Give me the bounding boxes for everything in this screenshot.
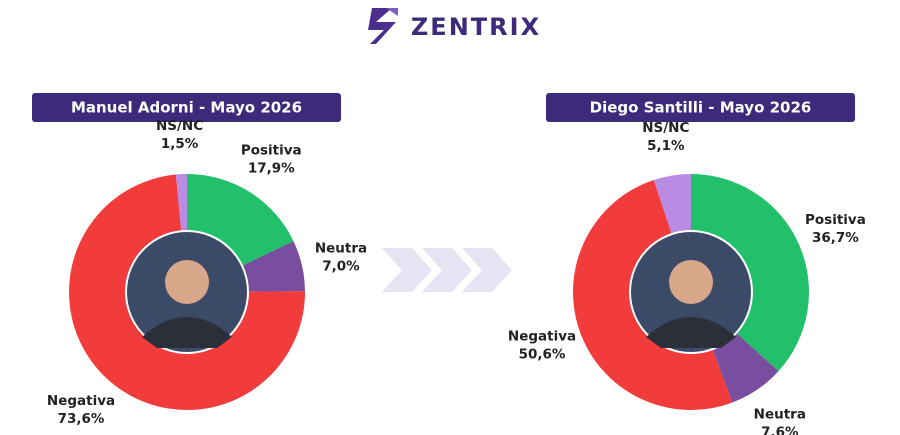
chart-title-box <box>32 93 341 122</box>
slice-label: Negativa <box>47 393 115 409</box>
slice-value: 5,1% <box>647 138 685 154</box>
slice-value: 1,5% <box>161 136 199 152</box>
slice-value: 36,7% <box>812 230 859 246</box>
slice-label: NS/NC <box>642 120 689 136</box>
slice-value: 7,0% <box>322 259 360 275</box>
slice-label: NS/NC <box>156 118 203 134</box>
chart-title: Manuel Adorni - Mayo 2026 <box>71 99 302 117</box>
slice-value: 73,6% <box>58 411 105 427</box>
donut-slice <box>242 241 305 292</box>
photo-body <box>646 317 736 348</box>
slice-label: Neutra <box>754 407 806 423</box>
photo-body <box>142 317 232 348</box>
slice-label: Neutra <box>315 241 367 257</box>
photo-head <box>165 260 209 304</box>
donut-slice <box>712 333 779 403</box>
arrows <box>382 248 512 292</box>
donut-slice <box>175 174 187 231</box>
donut-slice <box>653 174 691 234</box>
donut-slice <box>69 174 306 410</box>
slice-value: 17,9% <box>248 160 295 176</box>
chart-title-box <box>546 93 855 122</box>
donut-slice <box>572 180 733 411</box>
slice-label: Positiva <box>241 142 302 158</box>
slice-label: Negativa <box>508 329 576 345</box>
slice-value: 7,6% <box>761 425 799 435</box>
slice-value: 50,6% <box>519 347 566 363</box>
logo <box>368 8 398 44</box>
chart-title: Diego Santilli - Mayo 2026 <box>590 99 812 117</box>
photo-head <box>669 260 713 304</box>
brand: ZENTRIX <box>411 13 541 41</box>
donut-slice <box>691 174 809 372</box>
slice-label: Positiva <box>805 212 866 228</box>
donut-slice <box>187 174 294 266</box>
